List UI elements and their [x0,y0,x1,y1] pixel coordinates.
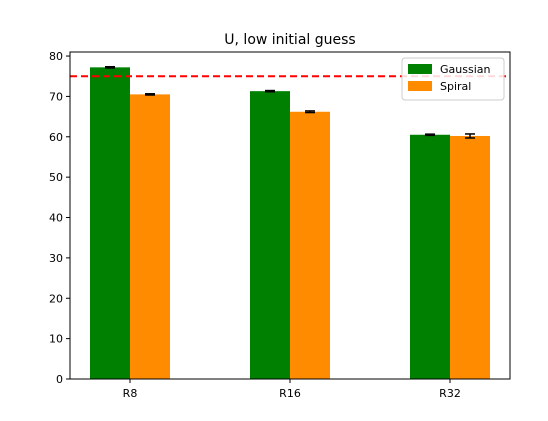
bar-gaussian-r32 [410,134,450,379]
bar-spiral-r32 [450,135,490,379]
bar-spiral-r8 [130,94,170,379]
y-tick-label: 50 [49,171,63,184]
x-tick-label: R16 [279,387,301,400]
error-bars-group [105,65,475,139]
x-tick-label: R32 [439,387,461,400]
y-tick-label: 20 [49,292,63,305]
legend-swatch-spiral [408,81,432,91]
bar-gaussian-r8 [90,67,130,379]
legend-swatch-gaussian [408,64,432,74]
legend: Gaussian Spiral [401,57,505,101]
y-tick-label: 60 [49,131,63,144]
y-tick-label: 80 [49,50,63,63]
x-tick-label: R8 [123,387,138,400]
bar-spiral-r16 [290,111,330,380]
chart-title: U, low initial guess [224,32,355,48]
bar-gaussian-r16 [250,91,290,380]
y-tick-label: 40 [49,212,63,225]
legend-label-gaussian: Gaussian [440,63,490,76]
axes-group: 0 10 20 30 40 50 60 70 80 R8 R16 R32 [49,50,511,400]
y-tick-label: 70 [49,90,63,103]
legend-label-spiral: Spiral [440,80,471,93]
y-tick-label: 30 [49,252,63,265]
y-tick-label: 0 [56,373,63,386]
y-tick-label: 10 [49,333,63,346]
bars-group [90,67,490,380]
